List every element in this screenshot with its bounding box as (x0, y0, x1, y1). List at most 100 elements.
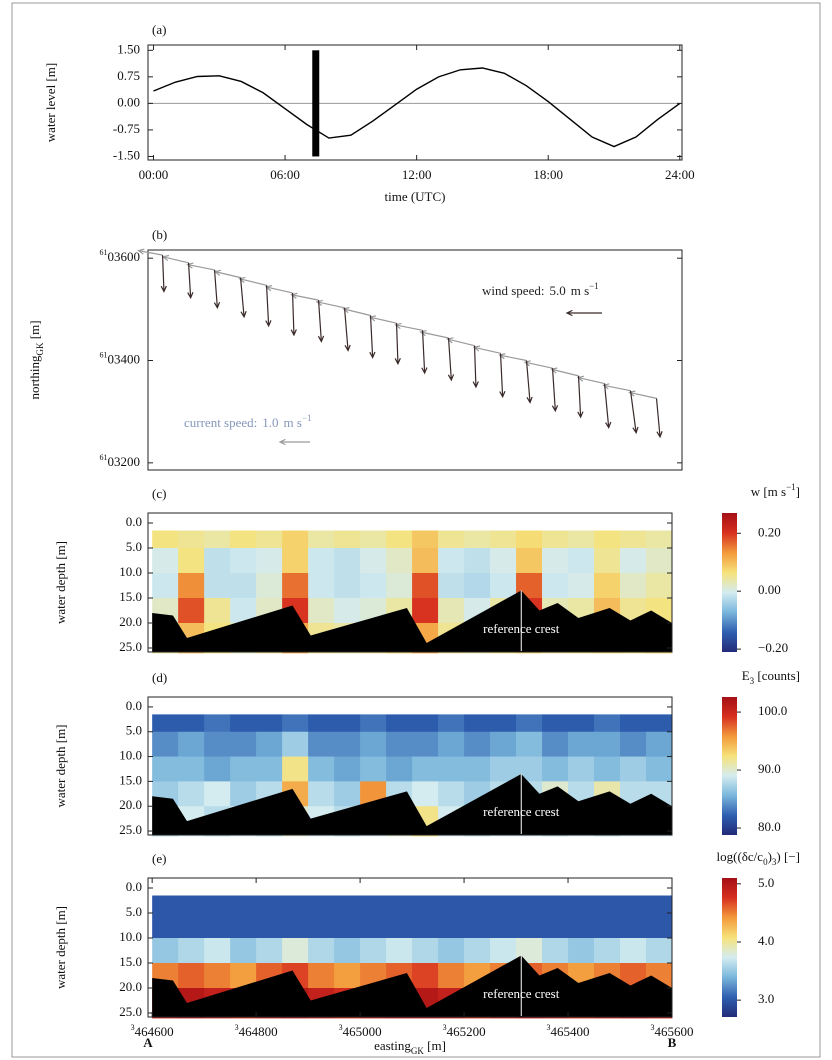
wind-arrow (577, 375, 584, 419)
heatmap-cell (438, 963, 465, 989)
heatmap-cell (568, 714, 595, 733)
heatmap-cell (178, 895, 205, 914)
wind-arrow-shape (629, 390, 639, 435)
wind-arrow (290, 292, 297, 337)
wind-arrow-shape (551, 368, 559, 413)
heatmap-cell (204, 963, 231, 989)
current-arrow-shape (602, 383, 631, 392)
wind-arrow (317, 300, 325, 343)
y-tick-label: 10.0 (119, 748, 142, 763)
heatmap-cell (386, 938, 413, 964)
heatmap-cell (464, 895, 491, 914)
heatmap-cell (464, 756, 491, 782)
y-tick-label: 6103400 (100, 351, 141, 367)
heatmap-cell (334, 598, 361, 624)
x-tick-label-text: 06:00 (270, 167, 300, 182)
heatmap-cell (178, 530, 205, 549)
heatmap-cell (568, 913, 595, 939)
colorbar-tick-label-text: 90.0 (758, 761, 781, 776)
wind-legend-text: wind speed: 5.0 m s−1 (482, 281, 599, 298)
current-reference-arrow (278, 438, 310, 446)
heatmap-cell (412, 963, 439, 989)
wind-arrow-shape (394, 323, 401, 366)
heatmap-cell (438, 530, 465, 549)
heatmap-cell (178, 598, 205, 624)
heatmap-cell (178, 548, 205, 574)
y-tick-label: 25.0 (119, 639, 142, 654)
colorbar (722, 697, 737, 835)
heatmap-cell (360, 530, 387, 549)
x-tick-label-text: 12:00 (402, 167, 432, 182)
colorbar-title: log((δc/c0)3) [−] (717, 849, 800, 867)
wind-arrow-shape (603, 383, 612, 430)
heatmap-cell (646, 714, 673, 733)
heatmap-cell (542, 913, 569, 939)
heatmap-cell (230, 913, 257, 939)
colorbar-tick-label-text: 0.20 (758, 524, 781, 539)
y-tick-label-text: 15.0 (119, 589, 142, 604)
y-tick-label-text: 10.0 (119, 564, 142, 579)
heatmap-cell (308, 714, 335, 733)
heatmap-cell (308, 895, 335, 914)
heatmap-cell (282, 548, 309, 574)
heatmap-cell (490, 573, 517, 599)
x-tick-label-prefix: 3 (547, 1023, 551, 1032)
heatmap-cell (412, 548, 439, 574)
highlight-bar (312, 50, 320, 157)
x-tick-label-prefix: 3 (651, 1023, 655, 1032)
reference-crest-label: reference crest (483, 804, 560, 819)
x-tick-label: 3465600 (651, 1023, 694, 1039)
current-arrow-shape (550, 367, 579, 377)
current-arrow (394, 322, 423, 331)
y-tick-label: 25.0 (119, 1004, 142, 1019)
colorbar (722, 878, 737, 1017)
heatmap-cell (516, 548, 543, 574)
current-arrow-shape (238, 276, 267, 286)
wind-arrow-shape (577, 375, 584, 419)
heatmap-cell (412, 756, 439, 782)
y-tick-label-text: 0.75 (117, 68, 140, 83)
colorbar-title-part: −1 (786, 482, 796, 492)
heatmap-cell (282, 530, 309, 549)
y-tick-label: 5.0 (126, 539, 142, 554)
x-axis-label-part: [m] (424, 1038, 446, 1053)
x-tick-label-text: 24:00 (665, 167, 695, 182)
colorbar-tick-label: 0.20 (758, 524, 781, 539)
heatmap-cell (464, 938, 491, 964)
x-tick-label-prefix: 3 (235, 1023, 239, 1032)
wind-arrow-shape (317, 300, 325, 343)
heatmap-cell (646, 895, 673, 914)
bathymetry (152, 590, 672, 652)
legend-value: 5.0 (549, 283, 565, 298)
plot-frame (147, 877, 673, 1018)
x-tick-label: 24:00 (665, 167, 695, 182)
heatmap-cell (334, 573, 361, 599)
x-tick-label: 3465000 (339, 1023, 382, 1039)
y-tick-label-prefix: 61 (100, 351, 108, 360)
y-tick-label-text: 25.0 (119, 639, 142, 654)
colorbar-title-part: 0 (763, 857, 768, 867)
y-tick-label: 25.0 (119, 822, 142, 837)
heatmap-cell (620, 530, 647, 549)
heatmap-cell (412, 714, 439, 733)
heatmap-cell (646, 573, 673, 599)
y-axis-label: water depth [m] (53, 724, 68, 807)
heatmap-cell (542, 895, 569, 914)
y-tick-label-text: 1.50 (117, 41, 140, 56)
y-tick-label: 0.0 (126, 514, 142, 529)
wind-arrow-shape (421, 330, 428, 375)
heatmap-cell (516, 913, 543, 939)
y-tick-label-prefix: 61 (100, 453, 108, 462)
heatmap-cell (594, 573, 621, 599)
colorbar-tick-label: 0.00 (758, 582, 781, 597)
heatmap-cell (230, 731, 257, 757)
heatmap-cell (412, 895, 439, 914)
heatmap-cell (178, 756, 205, 782)
heatmap-cell (334, 756, 361, 782)
heatmap-cell (490, 714, 517, 733)
colorbar-tick-label: 90.0 (758, 761, 781, 776)
heatmap-cell (204, 573, 231, 599)
x-tick-label: 18:00 (533, 167, 563, 182)
heatmap-cell (438, 938, 465, 964)
